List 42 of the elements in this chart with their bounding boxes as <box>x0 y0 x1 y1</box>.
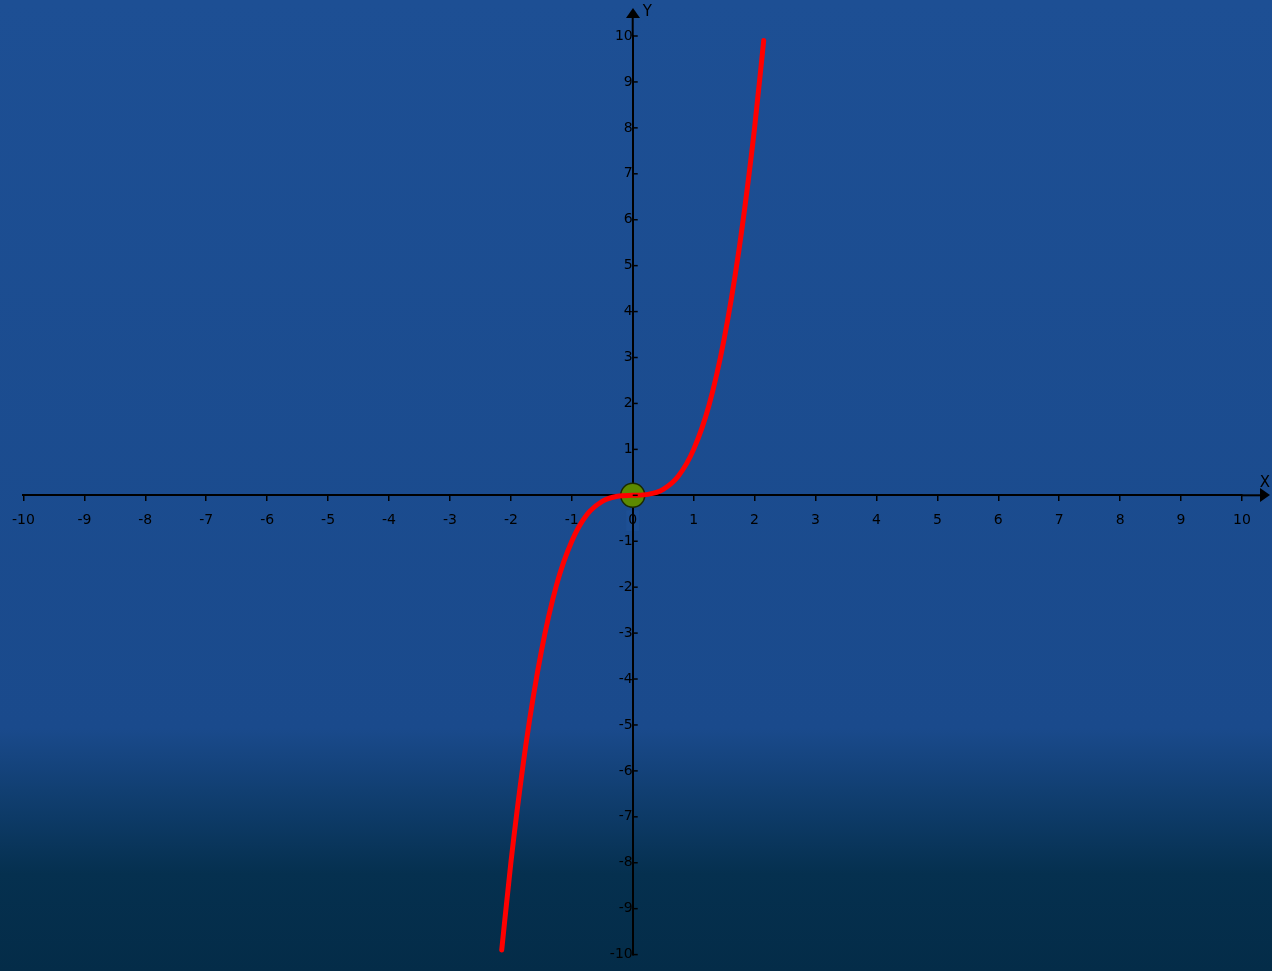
x-tick-label: 6 <box>993 511 1003 528</box>
x-tick-label: -10 <box>12 511 35 528</box>
x-tick-label: -8 <box>138 511 153 528</box>
y-tick-label: 8 <box>623 118 633 135</box>
x-tick-label: 9 <box>1176 511 1186 528</box>
y-tick-label: 2 <box>623 394 633 411</box>
y-tick-label: -2 <box>618 577 633 594</box>
x-tick-label: 5 <box>932 511 942 528</box>
y-tick-label: -9 <box>618 899 633 916</box>
x-tick-label: -5 <box>321 511 336 528</box>
x-tick-label: 8 <box>1115 511 1125 528</box>
y-tick-label: -7 <box>618 807 633 824</box>
x-tick-label: -2 <box>503 511 518 528</box>
x-tick-label: 1 <box>689 511 699 528</box>
y-tick-label: -10 <box>609 945 633 962</box>
y-tick-label: 5 <box>623 256 633 273</box>
x-axis-title: X <box>1259 472 1270 491</box>
x-tick-label: 7 <box>1054 511 1064 528</box>
y-tick-label: -6 <box>618 761 633 778</box>
y-tick-label: -5 <box>618 715 633 732</box>
x-tick-label: 10 <box>1233 511 1251 528</box>
y-tick-label: -8 <box>618 853 633 870</box>
x-tick-label: 3 <box>811 511 820 528</box>
x-tick-label: -6 <box>260 511 275 528</box>
y-tick-label: 3 <box>623 348 633 365</box>
y-tick-label: -3 <box>618 623 633 640</box>
y-tick-label: 6 <box>623 210 633 227</box>
y-tick-label: 7 <box>623 164 633 181</box>
y-axis-title: Y <box>641 2 653 21</box>
x-tick-label: 4 <box>871 511 881 528</box>
x-tick-label: -4 <box>382 511 397 528</box>
x-tick-label: 2 <box>750 511 760 528</box>
y-tick-label: 4 <box>623 302 633 319</box>
y-tick-label: 9 <box>623 72 633 89</box>
y-tick-label: -1 <box>618 531 633 548</box>
y-tick-label: 1 <box>623 440 633 457</box>
x-tick-label: -7 <box>199 511 214 528</box>
y-tick-label: 10 <box>614 26 633 43</box>
x-tick-label: -9 <box>77 511 92 528</box>
x-tick-label: -1 <box>564 511 579 528</box>
x-tick-label: -3 <box>442 511 457 528</box>
y-tick-label: -4 <box>618 669 633 686</box>
